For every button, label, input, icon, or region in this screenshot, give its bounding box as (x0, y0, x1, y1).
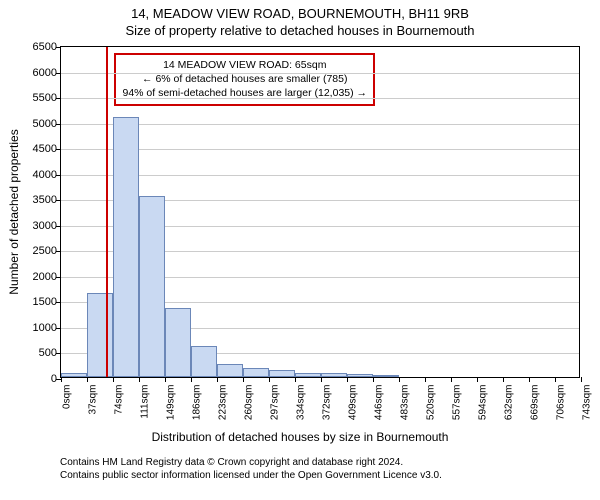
xtick-mark (87, 377, 88, 382)
histogram-bar (113, 117, 139, 377)
xtick-mark (555, 377, 556, 382)
histogram-bar (295, 373, 321, 377)
chart-title-line1: 14, MEADOW VIEW ROAD, BOURNEMOUTH, BH11 … (0, 0, 600, 21)
ytick-label: 5000 (33, 118, 61, 130)
ytick-label: 5500 (33, 92, 61, 104)
xtick-mark (295, 377, 296, 382)
xtick-mark (321, 377, 322, 382)
xtick-mark (425, 377, 426, 382)
xtick-label: 557sqm (447, 385, 462, 421)
xtick-label: 594sqm (473, 385, 488, 421)
x-axis-label: Distribution of detached houses by size … (152, 430, 449, 444)
xtick-label: 74sqm (109, 385, 124, 415)
xtick-mark (61, 377, 62, 382)
ytick-label: 6000 (33, 67, 61, 79)
xtick-label: 186sqm (188, 385, 203, 421)
gridline-h (61, 98, 579, 99)
footer-attribution: Contains HM Land Registry data © Crown c… (60, 456, 442, 482)
xtick-mark (373, 377, 374, 382)
xtick-label: 37sqm (83, 385, 98, 415)
xtick-mark (529, 377, 530, 382)
xtick-mark (477, 377, 478, 382)
histogram-chart: 14, MEADOW VIEW ROAD, BOURNEMOUTH, BH11 … (0, 0, 600, 500)
xtick-label: 149sqm (162, 385, 177, 421)
xtick-label: 706sqm (552, 385, 567, 421)
y-axis-label: Number of detached properties (7, 129, 21, 294)
histogram-bar (347, 374, 373, 377)
plot-area: 14 MEADOW VIEW ROAD: 65sqm ← 6% of detac… (60, 46, 580, 378)
xtick-label: 520sqm (421, 385, 436, 421)
histogram-bar (61, 373, 87, 377)
xtick-label: 409sqm (344, 385, 359, 421)
footer-line2: Contains public sector information licen… (60, 469, 442, 482)
xtick-label: 446sqm (370, 385, 385, 421)
xtick-mark (217, 377, 218, 382)
annotation-line2: ← 6% of detached houses are smaller (785… (122, 72, 367, 86)
chart-title-line2: Size of property relative to detached ho… (0, 21, 600, 38)
xtick-mark (139, 377, 140, 382)
property-marker-line (106, 47, 108, 377)
ytick-label: 4000 (33, 169, 61, 181)
ytick-label: 2000 (33, 271, 61, 283)
xtick-label: 297sqm (265, 385, 280, 421)
xtick-mark (243, 377, 244, 382)
histogram-bar (243, 368, 269, 377)
xtick-mark (113, 377, 114, 382)
xtick-label: 260sqm (239, 385, 254, 421)
ytick-label: 500 (39, 347, 61, 359)
xtick-label: 372sqm (318, 385, 333, 421)
xtick-label: 743sqm (578, 385, 593, 421)
ytick-label: 1000 (33, 322, 61, 334)
xtick-label: 632sqm (500, 385, 515, 421)
ytick-label: 6500 (33, 41, 61, 53)
ytick-label: 1500 (33, 296, 61, 308)
xtick-mark (347, 377, 348, 382)
xtick-mark (503, 377, 504, 382)
ytick-label: 0 (51, 373, 61, 385)
xtick-mark (399, 377, 400, 382)
ytick-label: 2500 (33, 245, 61, 257)
xtick-mark (165, 377, 166, 382)
xtick-mark (269, 377, 270, 382)
xtick-mark (451, 377, 452, 382)
xtick-label: 334sqm (291, 385, 306, 421)
ytick-label: 3000 (33, 220, 61, 232)
histogram-bar (87, 293, 113, 377)
histogram-bar (217, 364, 243, 377)
xtick-label: 483sqm (396, 385, 411, 421)
xtick-mark (581, 377, 582, 382)
xtick-mark (191, 377, 192, 382)
histogram-bar (269, 370, 295, 377)
histogram-bar (191, 346, 217, 377)
xtick-label: 111sqm (135, 385, 150, 419)
annotation-line1: 14 MEADOW VIEW ROAD: 65sqm (122, 58, 367, 72)
xtick-label: 0sqm (58, 385, 73, 409)
footer-line1: Contains HM Land Registry data © Crown c… (60, 456, 442, 469)
xtick-label: 669sqm (526, 385, 541, 421)
ytick-label: 3500 (33, 194, 61, 206)
histogram-bar (321, 373, 347, 377)
ytick-label: 4500 (33, 143, 61, 155)
gridline-h (61, 73, 579, 74)
histogram-bar (373, 375, 399, 377)
histogram-bar (165, 308, 191, 377)
xtick-label: 223sqm (214, 385, 229, 421)
histogram-bar (139, 196, 165, 377)
